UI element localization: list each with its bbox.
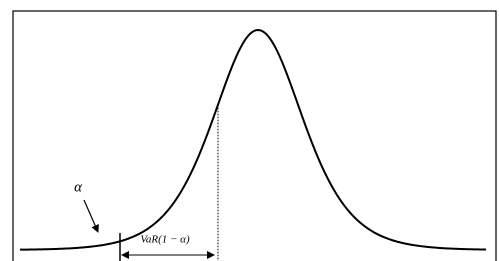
var-label: VaR(1 − α) (140, 234, 190, 246)
diagram: VaR(1 − α) α (0, 0, 499, 261)
frame (13, 11, 496, 261)
alpha-label: α (74, 179, 83, 195)
